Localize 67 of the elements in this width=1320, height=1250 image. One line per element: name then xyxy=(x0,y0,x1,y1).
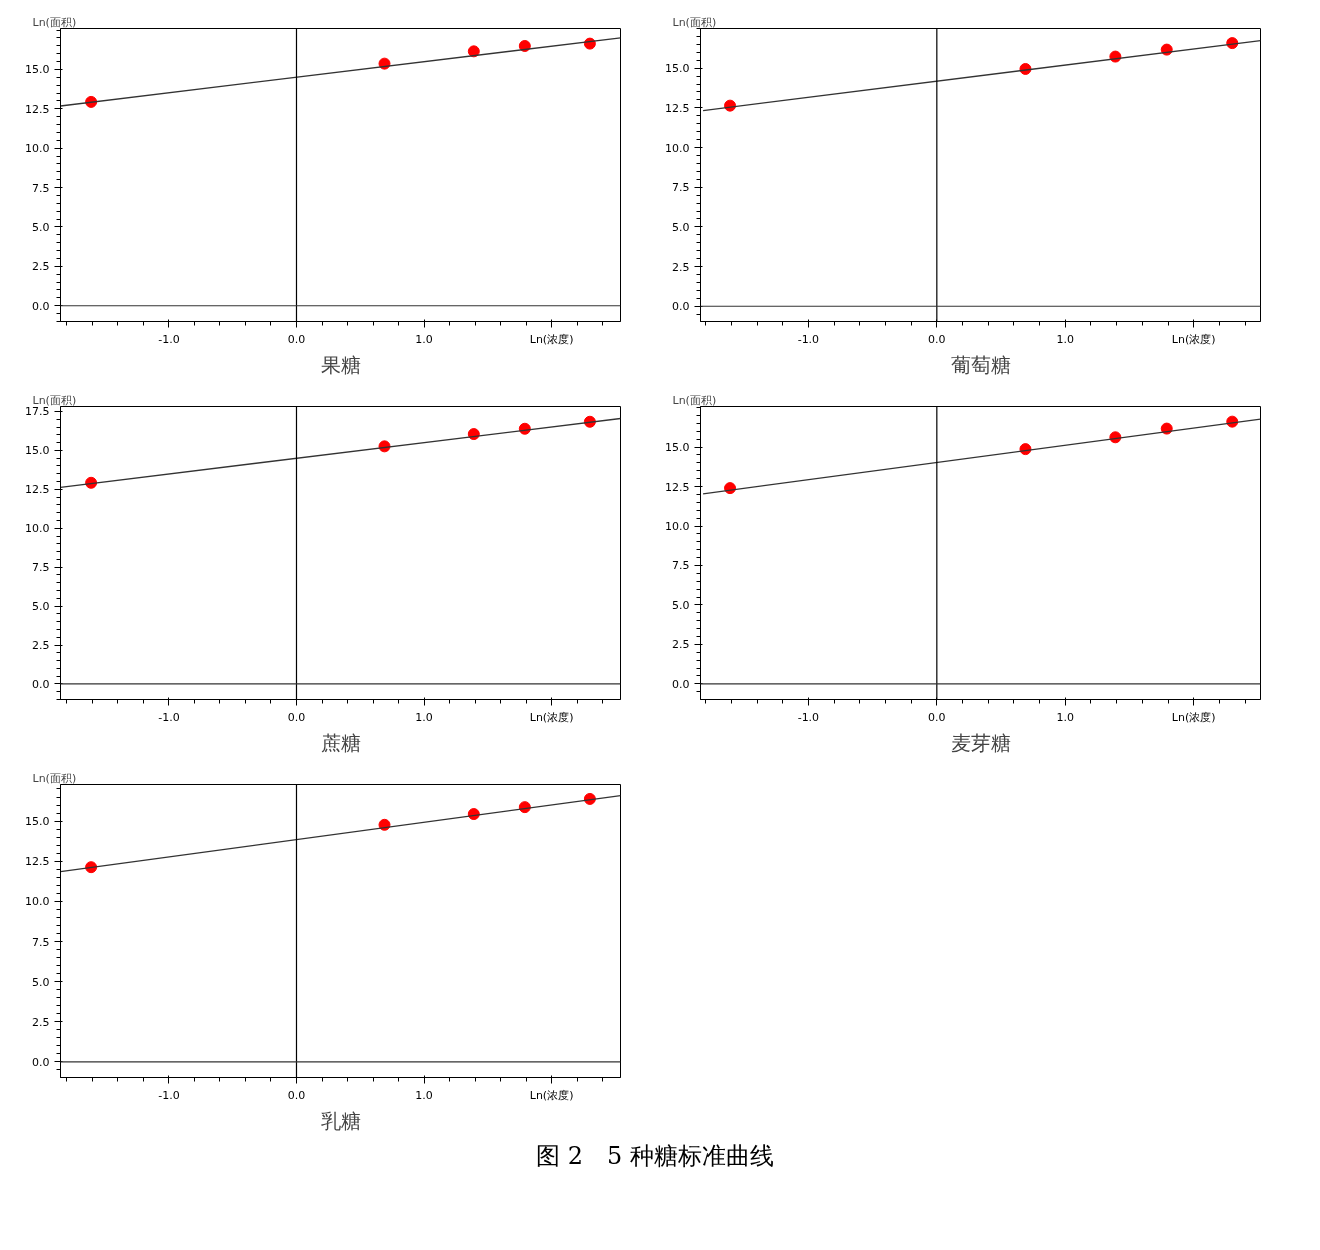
x-tick-label: Ln(浓度) xyxy=(529,1088,574,1102)
x-tick-label: Ln(浓度) xyxy=(1171,710,1216,724)
y-axis-title: Ln(面积) xyxy=(672,15,717,29)
y-axis-title: Ln(面积) xyxy=(32,771,77,785)
y-tick-label: 0.0 xyxy=(672,677,690,691)
y-tick-label: 0.0 xyxy=(672,300,690,314)
x-tick-label: 1.0 xyxy=(1056,332,1075,346)
y-axis-title: Ln(面积) xyxy=(32,15,77,29)
y-tick-label: 7.5 xyxy=(672,181,690,195)
x-tick-label: 0.0 xyxy=(287,710,306,724)
y-tick-label: 5.0 xyxy=(672,220,690,234)
x-tick-label: 0.0 xyxy=(287,332,306,346)
text: 蔗糖 xyxy=(320,730,361,755)
y-tick-label: 0.0 xyxy=(32,1055,50,1069)
x-tick-label: Ln(浓度) xyxy=(1171,332,1216,346)
y-tick-label: 2.5 xyxy=(32,260,50,274)
y-tick-label: 15.0 xyxy=(25,815,50,829)
y-tick-label: 15.0 xyxy=(665,441,690,455)
text: 乳糖 xyxy=(320,1108,361,1133)
y-tick-label: 12.5 xyxy=(665,101,690,115)
y-tick-label: 7.5 xyxy=(672,559,690,573)
y-axis-title: Ln(面积) xyxy=(672,393,717,407)
y-tick-label: 12.5 xyxy=(25,102,50,116)
y-tick-label: 2.5 xyxy=(672,260,690,274)
y-tick-label: 10.0 xyxy=(25,522,50,536)
y-tick-label: 15.0 xyxy=(25,444,50,458)
x-tick-label: 0.0 xyxy=(287,1088,306,1102)
text: 麦芽糖 xyxy=(950,730,1011,755)
y-tick-label: 2.5 xyxy=(32,639,50,653)
y-tick-label: 12.5 xyxy=(25,855,50,869)
y-tick-label: 10.0 xyxy=(25,142,50,156)
x-tick-label: -1.0 xyxy=(158,710,180,724)
y-tick-label: 7.5 xyxy=(32,561,50,575)
y-tick-label: 12.5 xyxy=(25,483,50,497)
y-tick-label: 2.5 xyxy=(672,638,690,652)
y-tick-label: 5.0 xyxy=(32,220,50,234)
y-tick-label: 7.5 xyxy=(32,181,50,195)
x-tick-label: -1.0 xyxy=(158,332,180,346)
x-tick-label: 0.0 xyxy=(928,332,946,346)
y-tick-label: 0.0 xyxy=(32,299,50,313)
x-tick-label: -1.0 xyxy=(797,332,820,346)
y-tick-label: 0.0 xyxy=(32,677,50,691)
y-tick-label: 17.5 xyxy=(25,405,50,419)
text: 葡萄糖 xyxy=(950,352,1011,377)
y-tick-label: 10.0 xyxy=(25,895,50,909)
y-tick-label: 5.0 xyxy=(672,598,690,612)
y-tick-label: 15.0 xyxy=(665,62,690,76)
x-tick-label: 0.0 xyxy=(928,710,946,724)
y-tick-label: 15.0 xyxy=(25,63,50,77)
y-tick-label: 7.5 xyxy=(32,935,50,949)
y-tick-label: 5.0 xyxy=(32,600,50,614)
x-tick-label: Ln(浓度) xyxy=(529,710,574,724)
y-tick-label: 10.0 xyxy=(665,141,690,155)
x-tick-label: -1.0 xyxy=(158,1088,180,1102)
y-tick-label: 10.0 xyxy=(665,520,690,533)
y-tick-label: 12.5 xyxy=(665,480,690,494)
text: 果糖 xyxy=(320,352,361,377)
x-tick-label: 1.0 xyxy=(415,1088,433,1102)
x-tick-label: 1.0 xyxy=(415,710,433,724)
x-tick-label: 1.0 xyxy=(415,332,433,346)
x-tick-label: 1.0 xyxy=(1056,710,1075,724)
x-tick-label: -1.0 xyxy=(797,710,820,724)
y-axis-title: Ln(面积) xyxy=(32,393,77,407)
y-tick-label: 5.0 xyxy=(32,975,50,989)
y-tick-label: 2.5 xyxy=(32,1015,50,1029)
caption: 图 2 5 种糖标准曲线 xyxy=(536,1141,774,1172)
x-tick-label: Ln(浓度) xyxy=(529,332,574,346)
